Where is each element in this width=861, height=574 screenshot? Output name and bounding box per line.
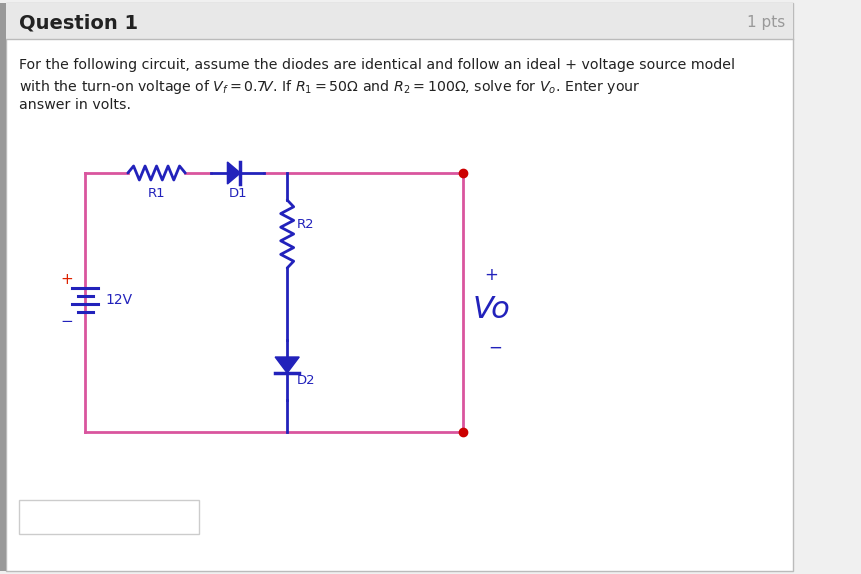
Text: −: − bbox=[60, 315, 73, 329]
Text: Question 1: Question 1 bbox=[18, 14, 138, 33]
Text: +: + bbox=[484, 266, 498, 284]
Text: answer in volts.: answer in volts. bbox=[18, 98, 130, 112]
FancyBboxPatch shape bbox=[0, 3, 5, 571]
Polygon shape bbox=[275, 357, 299, 373]
Text: D2: D2 bbox=[296, 374, 315, 386]
Text: Vo: Vo bbox=[472, 296, 509, 324]
Text: −: − bbox=[488, 339, 502, 357]
Text: 1 pts: 1 pts bbox=[746, 15, 784, 30]
Text: +: + bbox=[60, 273, 73, 288]
Text: with the turn-on voltage of $V_f = 0.7V$. If $R_1 = 50\Omega$ and $R_2 = 100\Ome: with the turn-on voltage of $V_f = 0.7V$… bbox=[18, 78, 639, 96]
FancyBboxPatch shape bbox=[5, 3, 792, 571]
Text: For the following circuit, assume the diodes are identical and follow an ideal +: For the following circuit, assume the di… bbox=[18, 58, 734, 72]
Text: D1: D1 bbox=[228, 187, 246, 200]
FancyBboxPatch shape bbox=[5, 3, 792, 39]
Polygon shape bbox=[227, 162, 240, 184]
Text: 12V: 12V bbox=[106, 293, 133, 307]
Text: R1: R1 bbox=[147, 187, 165, 200]
Text: R2: R2 bbox=[296, 218, 313, 231]
FancyBboxPatch shape bbox=[18, 500, 199, 534]
